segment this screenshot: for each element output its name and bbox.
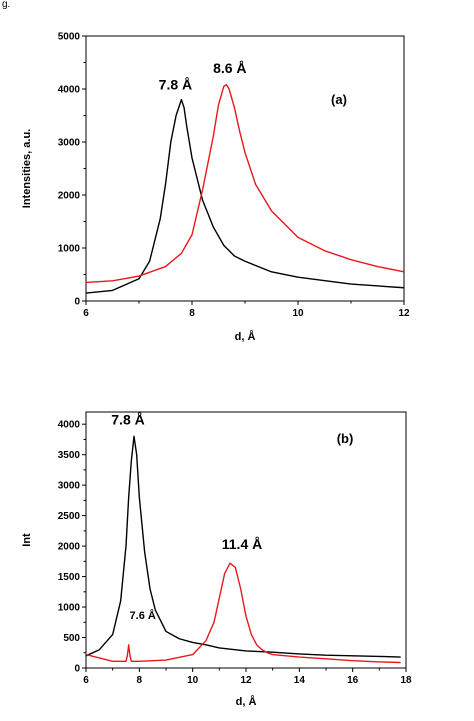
- x-tick-label: 8: [189, 308, 195, 319]
- peak-annotation: 7.8 Å: [111, 411, 144, 427]
- series-line-black: [85, 435, 401, 658]
- y-tick-label: 3500: [58, 450, 81, 461]
- x-tick-label: 12: [240, 675, 252, 686]
- y-axis-label: Int: [21, 533, 33, 547]
- panel-label: (b): [337, 431, 354, 446]
- chart-panel-b: 6 8 10 12 14 16 18 0 500 1000 1500 2000 2500 3000 3500…: [21, 411, 412, 708]
- x-tick-label: 10: [292, 308, 304, 319]
- series-line-red: [85, 84, 405, 284]
- peak-annotation: 7.8 Å: [159, 77, 192, 93]
- panel-label: (a): [331, 92, 347, 107]
- x-tick-label: 10: [187, 675, 199, 686]
- x-axis-label: d, Å: [236, 695, 257, 708]
- y-tick-label: 4000: [58, 85, 81, 96]
- y-tick-label: 2000: [58, 542, 81, 553]
- y-tick-label: 1000: [58, 603, 81, 614]
- y-tick-label: 500: [63, 633, 80, 644]
- y-tick-label: 5000: [58, 32, 81, 43]
- x-tick-label: 16: [347, 675, 359, 686]
- series-line-black: [85, 98, 405, 294]
- x-tick-label: 8: [137, 675, 143, 686]
- x-tick-label: 6: [83, 675, 89, 686]
- peak-annotation: 8.6 Å: [213, 60, 246, 76]
- edge-text: g.: [2, 0, 11, 10]
- series-line-red: [85, 562, 401, 664]
- y-tick-label: 4000: [58, 420, 81, 431]
- x-tick-label: 14: [294, 675, 306, 686]
- y-tick-label: 3000: [58, 138, 81, 149]
- y-tick-label: 1500: [58, 572, 81, 583]
- y-tick-label: 0: [74, 297, 80, 308]
- y-tick-label: 3000: [58, 481, 81, 492]
- peak-annotation: 11.4 Å: [222, 536, 262, 552]
- y-tick-label: 0: [74, 664, 80, 675]
- y-axis-label: Intensities, a.u.: [21, 129, 33, 208]
- peak-annotation: 7.6 Å: [130, 609, 156, 622]
- y-tick-label: 2500: [58, 511, 81, 522]
- x-axis-label: d, Å: [235, 330, 256, 343]
- x-tick-label: 6: [83, 308, 89, 319]
- chart-panel-a: 6 8 10 12 0 1000 2000 3000 4000 5000 d, Å Intensiti…: [21, 32, 410, 344]
- x-tick-label: 18: [400, 675, 412, 686]
- y-tick-label: 2000: [58, 191, 81, 202]
- x-tick-label: 12: [398, 308, 410, 319]
- y-tick-label: 1000: [58, 244, 81, 255]
